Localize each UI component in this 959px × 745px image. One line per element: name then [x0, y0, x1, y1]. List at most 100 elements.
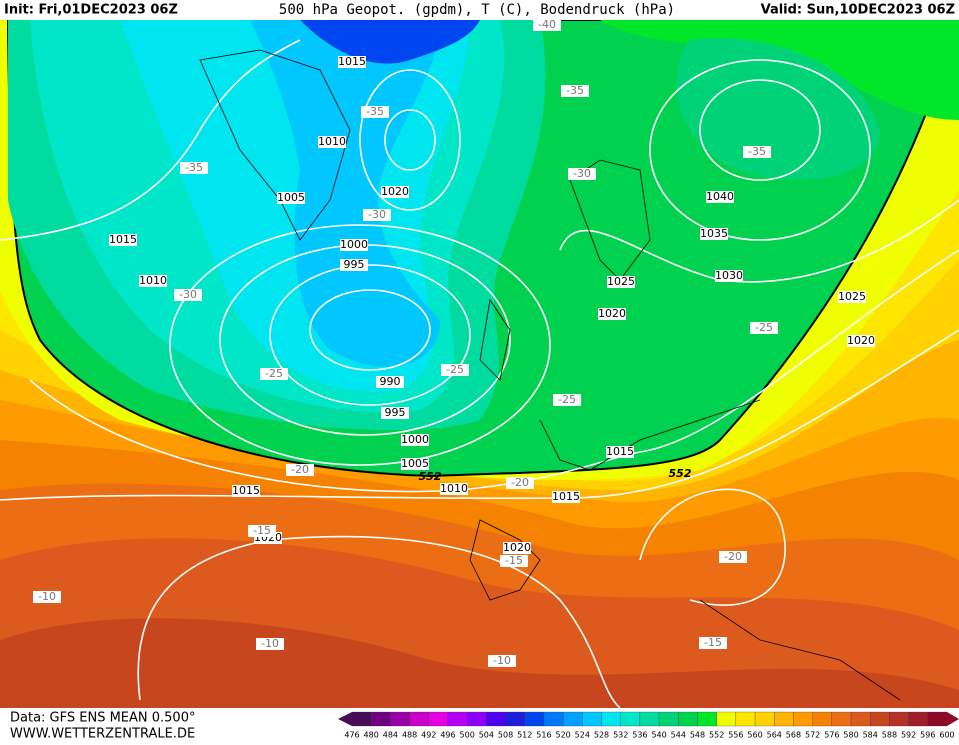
- scale-label: 540: [651, 731, 666, 740]
- isobar-label-box: [401, 434, 429, 446]
- header-bar: [0, 0, 959, 20]
- isobar-label-box: [318, 136, 346, 148]
- isobar-label: 1010: [318, 135, 346, 148]
- scale-swatch: [927, 711, 948, 727]
- temperature-label: -25: [755, 321, 773, 334]
- scale-label: 476: [344, 731, 359, 740]
- isobar-label-box: [847, 335, 875, 347]
- scale-label: 560: [747, 731, 762, 740]
- temperature-label: -30: [179, 288, 197, 301]
- scale-swatch: [889, 711, 909, 727]
- scale-label: 480: [364, 731, 379, 740]
- scale-swatch: [601, 711, 621, 727]
- isobar-label-box: [552, 491, 580, 503]
- scale-swatch: [620, 711, 641, 727]
- isobar-label: 1010: [440, 482, 468, 495]
- isobar-label: 1005: [401, 457, 429, 470]
- temperature-label-box: [743, 146, 771, 158]
- scale-label: 552: [709, 731, 724, 740]
- temperature-label: -40: [538, 18, 556, 31]
- scale-swatch: [505, 711, 525, 727]
- valid-time: Valid: Sun,10DEC2023 06Z: [761, 3, 955, 18]
- scale-label: 592: [901, 731, 916, 740]
- scale-swatch: [793, 711, 813, 727]
- scale-swatch: [870, 711, 890, 727]
- isobar-label-box: [340, 239, 368, 251]
- scale-swatch: [543, 711, 564, 727]
- scale-label: 508: [498, 731, 513, 740]
- temperature-label: -10: [493, 654, 511, 667]
- geopotential-label: 552: [669, 467, 692, 480]
- scale-label: 544: [671, 731, 686, 740]
- isobar-label: 1020: [598, 307, 626, 320]
- map-title: 500 hPa Geopot. (gpdm), T (C), Bodendruc…: [279, 2, 675, 18]
- scale-swatch: [582, 711, 602, 727]
- temperature-label: -25: [446, 363, 464, 376]
- scale-label: 516: [536, 731, 551, 740]
- scale-label: 532: [613, 731, 628, 740]
- temperature-label: -15: [505, 554, 523, 567]
- isobar-label-box: [277, 192, 305, 204]
- geopotential-label: 552: [419, 470, 442, 483]
- scale-label: 528: [594, 731, 609, 740]
- isobar-label: 995: [344, 258, 365, 271]
- isobar-label-box: [598, 308, 626, 320]
- temperature-label-box: [286, 464, 314, 476]
- isobar-label-box: [503, 542, 531, 554]
- isobar-label-box: [338, 56, 366, 68]
- temperature-label-box: [506, 477, 534, 489]
- temperature-label: -20: [511, 476, 529, 489]
- scale-label: 524: [575, 731, 590, 740]
- scale-swatch: [467, 711, 487, 727]
- isobar-label-box: [381, 186, 409, 198]
- scale-label: 584: [863, 731, 878, 740]
- scale-arrow-low: [338, 712, 352, 726]
- scale-swatch: [850, 711, 871, 727]
- isobar-label-box: [139, 275, 167, 287]
- isobar-label: 1025: [838, 290, 866, 303]
- scale-label: 564: [767, 731, 782, 740]
- temperature-label-box: [174, 289, 202, 301]
- isobar-label: 1020: [503, 541, 531, 554]
- isobar-label-box: [340, 259, 368, 271]
- scale-label: 512: [517, 731, 532, 740]
- temperature-label: -35: [366, 105, 384, 118]
- isobar-label: 1015: [338, 55, 366, 68]
- scale-swatch: [390, 711, 410, 727]
- scale-swatch: [447, 711, 468, 727]
- scale-swatch: [908, 711, 928, 727]
- temperature-label-box: [500, 555, 528, 567]
- scale-label: 572: [805, 731, 820, 740]
- scale-label: 580: [843, 731, 858, 740]
- map-background: [0, 19, 959, 708]
- isobar-label-box: [838, 291, 866, 303]
- temperature-label-box: [553, 394, 581, 406]
- temperature-label-box: [750, 322, 778, 334]
- isobar-label: 1010: [139, 274, 167, 287]
- temperature-label-box: [33, 591, 61, 603]
- isobars: [0, 39, 959, 709]
- scale-swatch: [486, 711, 506, 727]
- scale-label: 596: [920, 731, 935, 740]
- isobar-label: 1005: [277, 191, 305, 204]
- temperature-label: -15: [704, 636, 722, 649]
- isobar-label-box: [715, 270, 743, 282]
- isobar-label-box: [706, 191, 734, 203]
- isobar-label: 1015: [606, 445, 634, 458]
- scale-label: 492: [421, 731, 436, 740]
- scale-swatch: [812, 711, 832, 727]
- scale-label: 568: [786, 731, 801, 740]
- isobar-label-box: [109, 234, 137, 246]
- isobar-label: 995: [385, 406, 406, 419]
- temperature-label-box: [561, 85, 589, 97]
- scale-label: 504: [479, 731, 494, 740]
- temperature-label-box: [256, 638, 284, 650]
- isobar-label: 990: [380, 375, 401, 388]
- isobar-label-box: [607, 276, 635, 288]
- temperature-label-box: [248, 525, 276, 537]
- isobar-label-box: [376, 376, 404, 388]
- isobar-label-box: [606, 446, 634, 458]
- temperature-label-box: [699, 637, 727, 649]
- scale-label: 600: [939, 731, 954, 740]
